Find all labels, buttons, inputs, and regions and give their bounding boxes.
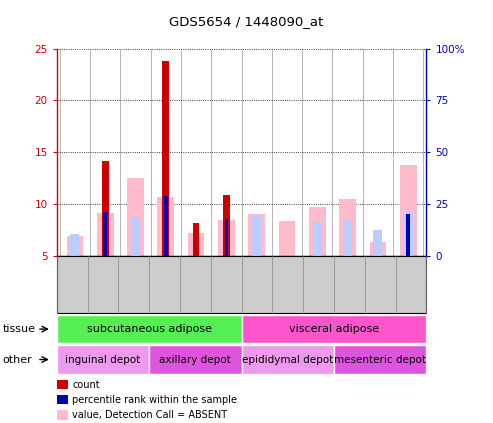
Bar — [164, 196, 168, 256]
Text: count: count — [72, 379, 100, 390]
Bar — [70, 234, 79, 256]
Bar — [370, 242, 387, 256]
Text: mesenteric depot: mesenteric depot — [334, 354, 426, 365]
Bar — [218, 220, 235, 256]
Text: inguinal depot: inguinal depot — [65, 354, 141, 365]
Bar — [404, 212, 413, 256]
Text: value, Detection Call = ABSENT: value, Detection Call = ABSENT — [72, 410, 228, 420]
Bar — [188, 233, 205, 256]
Text: epididymal depot: epididymal depot — [242, 354, 333, 365]
Bar — [223, 195, 230, 256]
Text: axillary depot: axillary depot — [159, 354, 231, 365]
Bar — [67, 236, 83, 256]
Bar — [127, 178, 144, 256]
Text: percentile rank within the sample: percentile rank within the sample — [72, 395, 238, 405]
Text: other: other — [2, 354, 32, 365]
Bar — [248, 214, 265, 256]
Bar — [252, 215, 261, 256]
Text: subcutaneous adipose: subcutaneous adipose — [87, 324, 211, 334]
Bar — [339, 199, 356, 256]
Text: tissue: tissue — [2, 324, 35, 334]
Bar — [400, 165, 417, 256]
Bar — [279, 221, 295, 256]
Bar — [193, 223, 200, 256]
Bar — [343, 220, 352, 256]
Bar — [102, 161, 108, 256]
Text: GDS5654 / 1448090_at: GDS5654 / 1448090_at — [170, 15, 323, 28]
Text: visceral adipose: visceral adipose — [289, 324, 379, 334]
Bar — [131, 217, 140, 256]
Bar — [313, 222, 322, 256]
Bar — [406, 214, 410, 256]
Bar — [373, 230, 383, 256]
Bar — [104, 212, 107, 256]
Bar — [163, 61, 169, 256]
Bar — [97, 214, 113, 256]
Bar — [225, 219, 228, 256]
Bar — [157, 197, 174, 256]
Bar — [309, 207, 326, 256]
